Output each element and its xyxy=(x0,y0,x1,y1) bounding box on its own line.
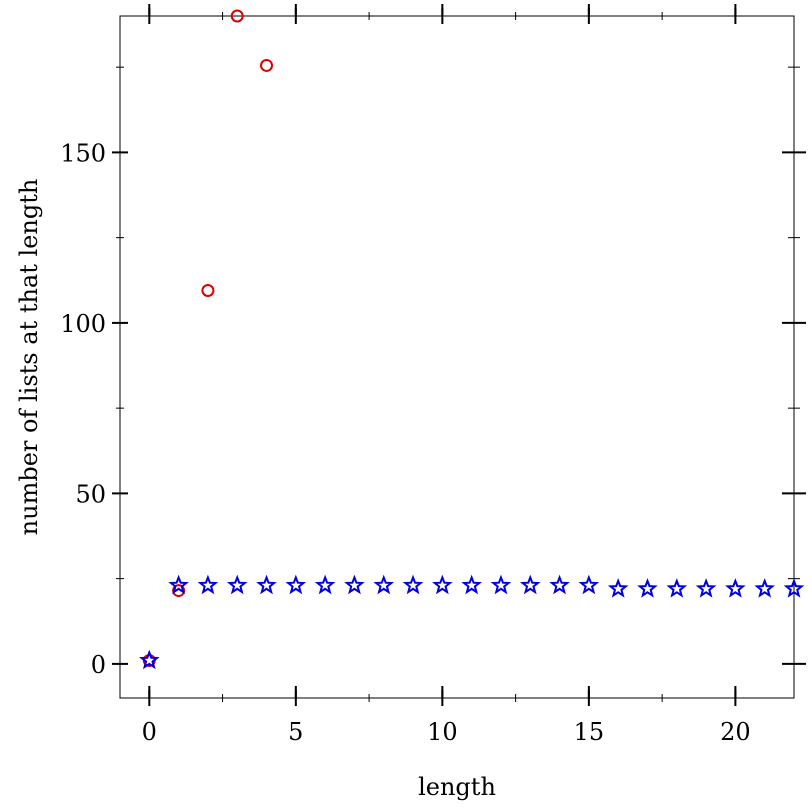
star-point xyxy=(344,574,365,595)
star-point xyxy=(402,574,424,595)
star-point xyxy=(519,574,541,595)
star-point xyxy=(432,574,453,595)
star-point xyxy=(578,574,600,595)
circle-point xyxy=(172,584,186,598)
star-point xyxy=(637,578,658,598)
star-point xyxy=(197,574,219,595)
star-point xyxy=(168,574,189,595)
star-point xyxy=(256,574,277,595)
y-tick-label: 50 xyxy=(75,480,106,508)
plot-frame xyxy=(119,15,795,699)
y-tick-label: 0 xyxy=(91,651,106,679)
axes xyxy=(119,15,795,699)
star-point xyxy=(754,578,775,598)
ticks xyxy=(112,4,806,706)
star-point xyxy=(549,574,570,595)
tick-labels: 0 5 10 15 20 0 50 100 150 xyxy=(60,139,750,746)
x-tick-label: 10 xyxy=(427,718,458,746)
x-tick-label: 5 xyxy=(288,718,303,746)
star-point xyxy=(226,574,248,595)
circle-point xyxy=(230,9,244,23)
y-axis-title: number of lists at that length xyxy=(15,179,43,536)
star-point xyxy=(461,574,482,595)
star-point xyxy=(139,649,160,670)
star-point xyxy=(490,574,512,595)
star-point xyxy=(607,578,629,598)
circle-point xyxy=(201,284,215,298)
x-tick-label: 0 xyxy=(142,718,157,746)
y-tick-label: 100 xyxy=(60,310,106,338)
star-point xyxy=(695,578,717,598)
star-point xyxy=(666,578,688,598)
y-tick-label: 150 xyxy=(60,139,106,167)
x-tick-label: 20 xyxy=(720,718,751,746)
star-point xyxy=(373,574,395,595)
x-axis-title: length xyxy=(418,773,496,801)
circle-point xyxy=(260,58,274,72)
star-point xyxy=(725,578,746,598)
star-point xyxy=(314,574,336,595)
star-point xyxy=(285,574,307,595)
x-tick-label: 15 xyxy=(574,718,605,746)
data-points xyxy=(139,9,805,670)
star-point xyxy=(783,578,805,598)
